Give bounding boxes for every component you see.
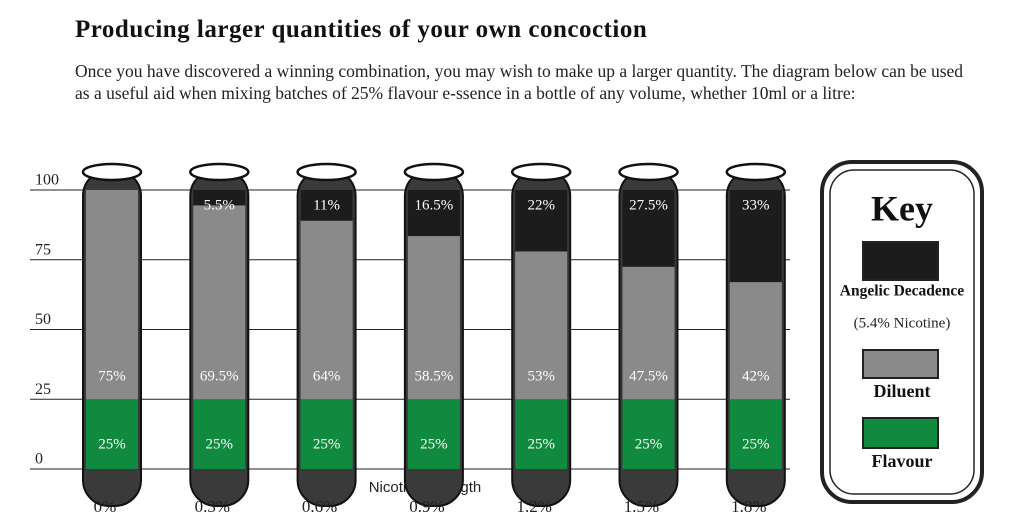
bar-segment	[193, 399, 246, 469]
value-label: 25%	[635, 436, 663, 452]
tube-rim	[403, 162, 465, 182]
bar-segment	[622, 399, 675, 469]
bar-segment	[407, 399, 460, 469]
x-tick-label: 1.2%	[516, 497, 551, 516]
bar-segment	[729, 399, 782, 469]
x-tick-label: 0.9%	[409, 497, 444, 516]
bar-segment	[729, 282, 782, 400]
bar-segment	[193, 190, 246, 206]
y-tick-label: 0	[35, 451, 43, 468]
tube-rim	[189, 162, 250, 182]
bar-segment	[300, 399, 353, 469]
bar-segment	[515, 399, 568, 469]
legend-swatch	[862, 417, 939, 449]
bar-segment	[622, 266, 675, 400]
y-tick-label: 75	[35, 241, 51, 258]
tube-rim	[618, 162, 679, 182]
value-label: 22%	[527, 197, 555, 213]
value-label: 27.5%	[629, 197, 668, 213]
value-label: 58.5%	[415, 369, 454, 385]
x-tick-label: 1.5%	[624, 497, 659, 516]
bar-segment	[300, 220, 353, 400]
x-tick-label: 0.6%	[302, 497, 337, 516]
value-label: 25%	[313, 436, 341, 452]
bar-segment	[515, 251, 568, 400]
bar-segment	[86, 190, 138, 400]
value-label: 25%	[527, 436, 555, 452]
legend-frame	[820, 160, 984, 504]
legend-label: Flavour	[872, 451, 933, 471]
bar-segment	[300, 190, 353, 221]
legend-label: Diluent	[873, 381, 930, 401]
value-label: 25%	[420, 436, 448, 452]
chart-title: Producing larger quantities of your own …	[75, 16, 648, 43]
intro-text: Once you have discovered a winning combi…	[75, 61, 964, 103]
legend-frame-inner	[829, 169, 975, 495]
legend-note: (5.4% Nicotine)	[854, 315, 951, 331]
value-label: 5.5%	[204, 197, 235, 213]
legend-title: Key	[871, 188, 933, 228]
value-label: 47.5%	[629, 369, 668, 385]
bar-segment	[407, 190, 460, 237]
bar-segment	[729, 190, 782, 283]
bar-segment	[515, 190, 568, 252]
bar-segment	[86, 399, 138, 469]
x-tick-label: 0.3%	[195, 497, 230, 516]
value-label: 42%	[742, 369, 770, 385]
value-label: 33%	[742, 197, 770, 213]
legend-swatch	[862, 241, 939, 281]
bar-segment	[407, 236, 460, 400]
legend-swatch	[862, 349, 939, 379]
y-tick-label: 100	[35, 172, 59, 189]
value-label: 75%	[98, 369, 126, 385]
value-label: 69.5%	[200, 369, 239, 385]
tube-rim	[296, 162, 357, 182]
y-tick-label: 25	[35, 381, 51, 398]
value-label: 25%	[206, 436, 234, 452]
tube-rim	[81, 162, 143, 182]
value-label: 11%	[313, 197, 340, 213]
x-tick-label: 1.8%	[731, 497, 766, 516]
value-label: 16.5%	[415, 197, 454, 213]
x-tick-label: 0%	[94, 497, 117, 516]
value-label: 25%	[742, 436, 770, 452]
tube-rim	[510, 162, 572, 182]
tube-rim	[725, 162, 787, 182]
value-label: 53%	[527, 369, 555, 385]
y-tick-label: 50	[35, 311, 51, 328]
value-label: 25%	[98, 436, 126, 452]
legend-label: Angelic Decadence	[840, 283, 965, 300]
bar-segment	[622, 190, 675, 267]
bar-segment	[193, 205, 246, 400]
value-label: 64%	[313, 369, 341, 385]
